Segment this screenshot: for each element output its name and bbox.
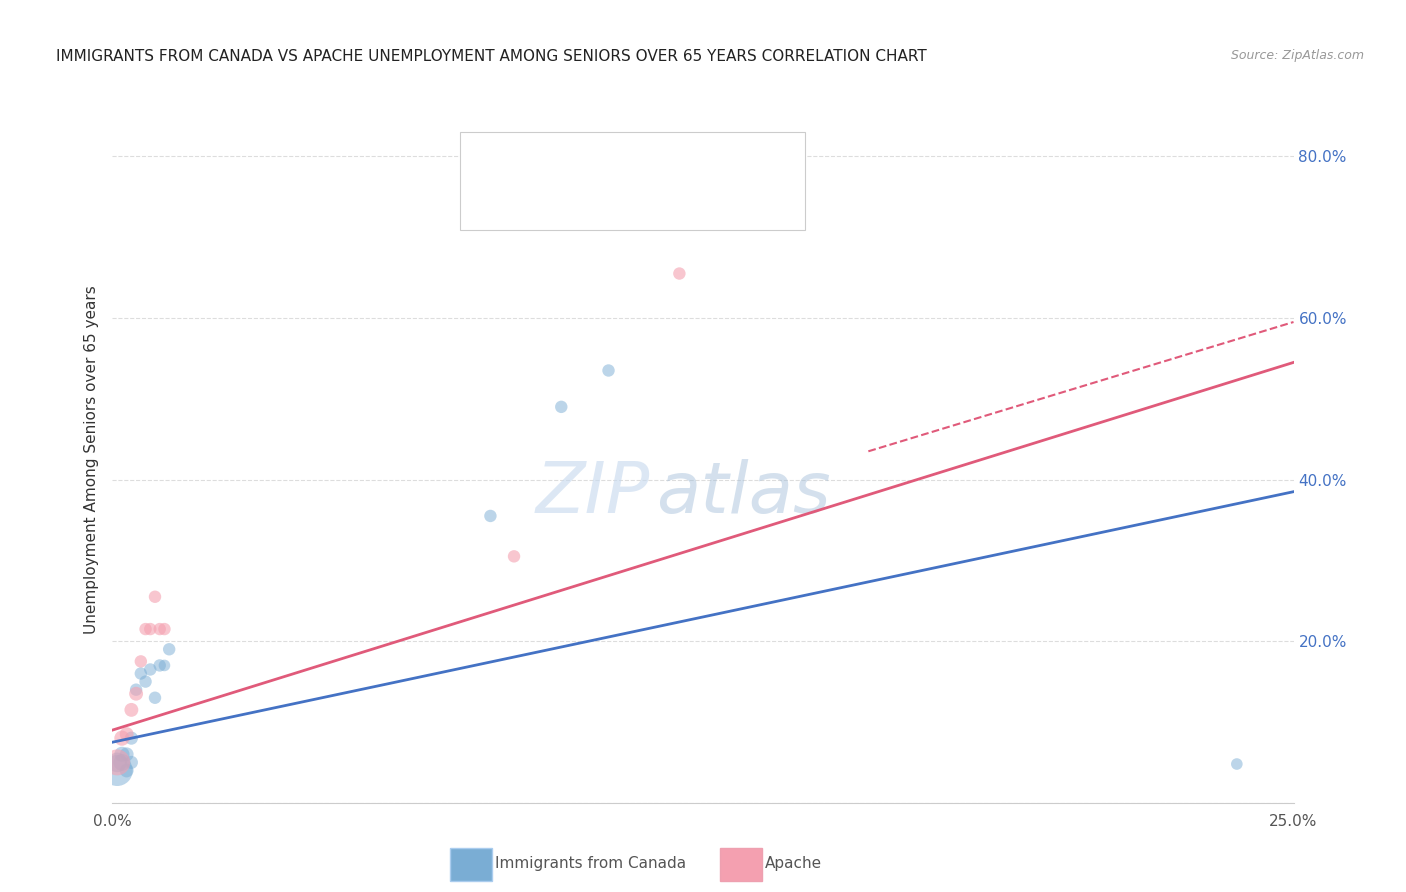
Text: Source: ZipAtlas.com: Source: ZipAtlas.com [1230, 49, 1364, 62]
FancyBboxPatch shape [472, 146, 510, 178]
Point [105, 756, 128, 770]
Text: N = 20: N = 20 [671, 153, 728, 171]
Point [111, 731, 134, 746]
Point [115, 727, 138, 741]
Point [135, 622, 157, 636]
Text: R = 0.499: R = 0.499 [517, 192, 600, 210]
Point [111, 747, 134, 762]
Text: N = 13: N = 13 [671, 192, 728, 210]
Point [135, 674, 157, 689]
Point [129, 654, 152, 668]
FancyBboxPatch shape [472, 186, 510, 217]
Point [105, 764, 128, 778]
Point [120, 756, 142, 770]
Y-axis label: Unemployment Among Seniors over 65 years: Unemployment Among Seniors over 65 years [83, 285, 98, 633]
Point [153, 658, 176, 673]
Point [668, 267, 690, 281]
FancyBboxPatch shape [720, 847, 762, 880]
Text: atlas: atlas [655, 459, 831, 528]
Text: Immigrants from Canada: Immigrants from Canada [495, 855, 686, 871]
Point [153, 622, 176, 636]
Point [149, 622, 172, 636]
Point [120, 703, 142, 717]
Point [115, 747, 138, 762]
Point [550, 400, 572, 414]
Point [125, 687, 148, 701]
Point [1226, 757, 1249, 772]
Point [111, 756, 134, 770]
Point [149, 658, 172, 673]
Point [105, 756, 128, 770]
Point [157, 642, 180, 657]
Point [479, 508, 502, 523]
Text: ZIP: ZIP [536, 459, 650, 528]
Point [503, 549, 526, 564]
FancyBboxPatch shape [450, 847, 492, 880]
Point [125, 682, 148, 697]
Point [129, 666, 152, 681]
Point [143, 590, 166, 604]
Text: IMMIGRANTS FROM CANADA VS APACHE UNEMPLOYMENT AMONG SENIORS OVER 65 YEARS CORREL: IMMIGRANTS FROM CANADA VS APACHE UNEMPLO… [56, 49, 927, 64]
Point [598, 363, 620, 377]
Point [120, 731, 142, 746]
Point [115, 764, 138, 778]
Text: R = 0.395: R = 0.395 [517, 153, 600, 171]
Point [143, 690, 166, 705]
Point [139, 622, 162, 636]
Point [139, 663, 162, 677]
Text: Apache: Apache [765, 855, 823, 871]
